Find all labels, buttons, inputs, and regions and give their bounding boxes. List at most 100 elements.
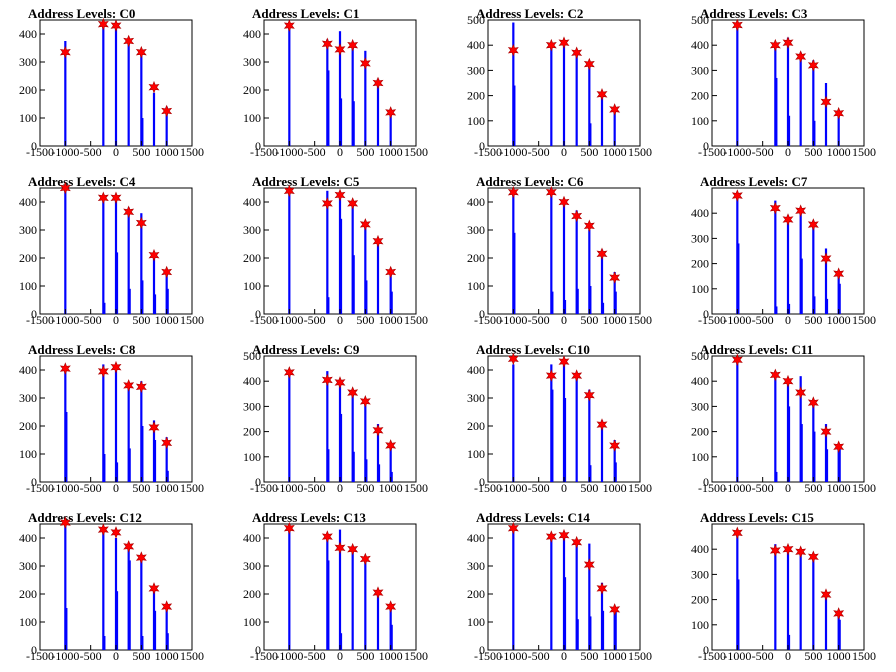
histogram-bar xyxy=(165,605,168,650)
x-tick-label: -500 xyxy=(304,313,326,327)
y-tick-label: 100 xyxy=(243,111,261,125)
y-tick-label: 500 xyxy=(243,349,261,363)
peak-star-marker xyxy=(820,588,832,601)
peak-star-marker xyxy=(347,197,359,210)
x-tick-label: -1500 xyxy=(250,313,278,327)
x-tick-label: -1000 xyxy=(499,145,527,159)
peak-star-marker xyxy=(161,600,173,613)
peak-star-marker xyxy=(321,37,333,51)
y-tick-label: 400 xyxy=(691,38,709,52)
peak-star-marker xyxy=(59,181,71,195)
x-tick-label: 1500 xyxy=(852,313,876,327)
x-tick-label: 500 xyxy=(356,313,374,327)
x-tick-label: 500 xyxy=(804,313,822,327)
x-tick-label: 500 xyxy=(804,145,822,159)
peak-star-marker xyxy=(97,17,109,31)
peak-star-marker xyxy=(782,374,794,388)
peak-star-marker xyxy=(833,607,845,620)
x-tick-label: 1000 xyxy=(155,145,179,159)
histogram-bar xyxy=(588,389,591,482)
panel-title: Address Levels: C2 xyxy=(476,6,583,21)
histogram-bar xyxy=(339,218,343,314)
x-tick-label: 500 xyxy=(804,481,822,495)
peak-star-marker xyxy=(334,43,346,56)
x-tick-label: -500 xyxy=(752,649,774,663)
panel-c2: Address Levels: C20100200300400500-1500-… xyxy=(467,6,652,159)
peak-star-marker xyxy=(283,19,295,32)
histogram-bar xyxy=(115,252,119,314)
histogram-bar xyxy=(774,200,777,314)
x-tick-label: -1500 xyxy=(474,145,502,159)
x-tick-label: -500 xyxy=(80,145,102,159)
peak-star-marker xyxy=(97,523,109,536)
peak-star-marker xyxy=(59,45,71,59)
histogram-bar xyxy=(613,108,616,146)
x-tick-label: -500 xyxy=(752,313,774,327)
histogram-bar xyxy=(65,608,68,650)
histogram-bar xyxy=(588,230,591,314)
histogram-bar xyxy=(774,544,777,650)
histogram-bar xyxy=(141,636,144,650)
y-tick-label: 200 xyxy=(19,83,37,97)
histogram-bar xyxy=(614,610,617,650)
histogram-bar xyxy=(140,50,143,146)
x-tick-label: 500 xyxy=(580,481,598,495)
peak-star-marker xyxy=(782,213,794,226)
peak-star-marker xyxy=(769,201,781,215)
y-tick-label: 400 xyxy=(467,38,485,52)
histogram-bar xyxy=(838,446,841,482)
peak-star-marker xyxy=(507,352,519,366)
peak-star-marker xyxy=(97,365,109,378)
y-tick-label: 400 xyxy=(243,27,261,41)
x-tick-label: 1500 xyxy=(852,145,876,159)
x-tick-label: 1500 xyxy=(404,649,428,663)
y-tick-label: 100 xyxy=(19,615,37,629)
x-tick-label: 0 xyxy=(561,649,567,663)
histogram-bar xyxy=(288,526,291,650)
histogram-bar xyxy=(825,449,829,482)
x-tick-label: -1500 xyxy=(474,313,502,327)
x-tick-label: -500 xyxy=(304,649,326,663)
peak-star-marker xyxy=(795,50,807,63)
peak-star-marker xyxy=(769,544,781,557)
y-tick-label: 100 xyxy=(467,279,485,293)
histogram-bar xyxy=(326,190,329,314)
y-tick-label: 300 xyxy=(691,567,709,581)
y-tick-label: 400 xyxy=(691,542,709,556)
y-tick-label: 500 xyxy=(691,349,709,363)
peak-star-marker xyxy=(123,379,135,392)
panel-c7: Address Levels: C7 0 100 200 300 400 -1500-100… xyxy=(691,174,876,327)
y-tick-label: 300 xyxy=(467,559,485,573)
histogram-bar xyxy=(114,367,118,482)
peak-star-marker xyxy=(731,18,743,32)
histogram-bar xyxy=(153,440,157,482)
y-tick-label: 300 xyxy=(19,55,37,69)
x-tick-label: 0 xyxy=(337,145,343,159)
y-tick-label: 200 xyxy=(243,83,261,97)
y-tick-label: 300 xyxy=(467,391,485,405)
histogram-bar xyxy=(800,258,803,314)
peak-star-marker xyxy=(110,360,122,374)
peak-star-marker xyxy=(97,191,109,205)
histogram-bar xyxy=(786,37,790,146)
histogram-bar xyxy=(550,42,553,146)
x-tick-label: -1000 xyxy=(723,313,751,327)
x-tick-label: -500 xyxy=(528,313,550,327)
histogram-bar xyxy=(165,106,168,146)
histogram-bar xyxy=(824,592,828,650)
x-tick-label: 500 xyxy=(132,481,150,495)
peak-star-marker xyxy=(283,184,295,198)
y-tick-label: 200 xyxy=(19,587,37,601)
histogram-bar xyxy=(364,50,367,146)
peak-star-marker xyxy=(161,104,173,118)
peak-star-marker xyxy=(110,19,122,32)
peak-star-marker xyxy=(731,353,743,367)
panel-title: Address Levels: C12 xyxy=(28,510,142,525)
y-tick-label: 300 xyxy=(691,399,709,413)
panel-c1: Address Levels: C1 0 100 200 300 400 -1500-100… xyxy=(243,6,428,159)
histogram-bar xyxy=(165,437,168,482)
x-tick-label: -1000 xyxy=(499,649,527,663)
x-tick-label: 0 xyxy=(561,313,567,327)
peak-star-marker xyxy=(609,103,621,116)
